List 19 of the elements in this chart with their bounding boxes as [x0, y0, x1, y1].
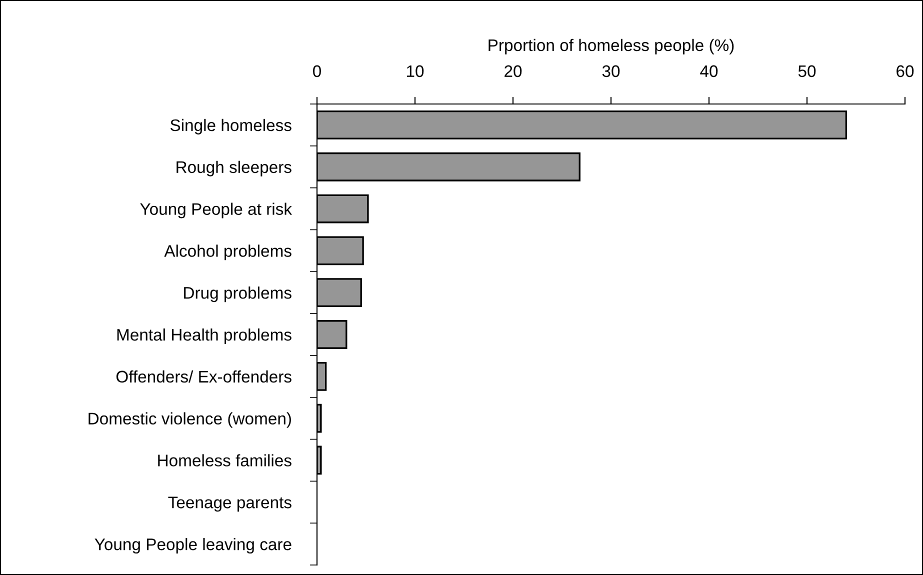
y-tick-label: Young People leaving care [94, 538, 292, 554]
x-tick-label: 50 [798, 65, 816, 78]
y-tick-label: Domestic violence (women) [88, 412, 291, 428]
x-tick-label: 20 [504, 65, 522, 78]
x-tick-label: 40 [700, 65, 718, 78]
x-tick-label: 30 [602, 65, 620, 78]
y-tick-label: Young People at risk [140, 202, 292, 218]
y-tick-label: Rough sleepers [176, 160, 292, 176]
y-tick-label: Teenage parents [168, 496, 292, 512]
y-tick-label: Offenders/ Ex-offenders [116, 370, 292, 383]
y-tick-label: Homeless families [158, 454, 292, 466]
y-tick-label: Single homeless [170, 118, 292, 134]
x-tick-label: 60 [896, 65, 914, 78]
x-tick-label: 0 [313, 65, 321, 78]
x-axis-title: Prportion of homeless people (%) [488, 38, 734, 54]
y-tick-label: Alcohol problems [164, 244, 292, 260]
x-tick-label: 10 [407, 65, 424, 78]
y-tick-label: Mental Health problems [117, 328, 292, 344]
y-tick-label: Drug problems [184, 286, 292, 302]
